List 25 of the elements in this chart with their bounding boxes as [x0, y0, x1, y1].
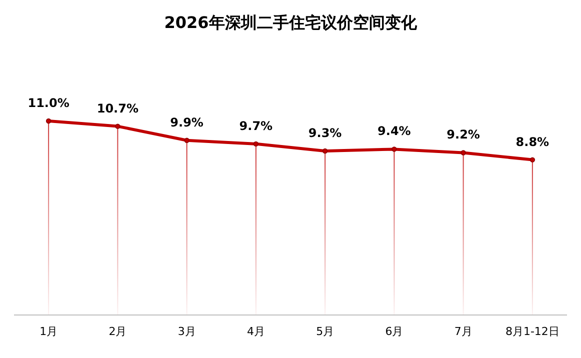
- data-label: 11.0%: [28, 96, 70, 110]
- data-label: 9.3%: [308, 126, 342, 140]
- x-tick-label: 4月: [246, 325, 265, 338]
- x-tick-label: 3月: [178, 325, 196, 338]
- point: [253, 141, 259, 147]
- data-label: 8.8%: [516, 134, 550, 149]
- x-tick-label: 2月: [108, 325, 127, 338]
- data-label: 9.2%: [446, 128, 480, 142]
- x-tick-label: 1月: [40, 325, 58, 338]
- data-label: 9.9%: [170, 115, 204, 130]
- point: [322, 148, 328, 154]
- x-tick-label: 8月1-12日: [505, 325, 560, 338]
- point: [460, 150, 466, 156]
- point: [115, 124, 120, 129]
- data-label: 9.7%: [239, 118, 273, 133]
- point: [46, 118, 52, 124]
- x-tick-label: 5月: [316, 325, 334, 338]
- data-label: 9.4%: [378, 124, 411, 138]
- data-label: 10.7%: [96, 101, 139, 116]
- point: [184, 138, 190, 143]
- point: [392, 146, 397, 152]
- x-tick-label: 7月: [454, 325, 472, 338]
- x-tick-label: 6月: [385, 325, 404, 338]
- point: [530, 157, 536, 162]
- chart-title: 2026年深圳二手住宅议价空间变化: [164, 13, 418, 32]
